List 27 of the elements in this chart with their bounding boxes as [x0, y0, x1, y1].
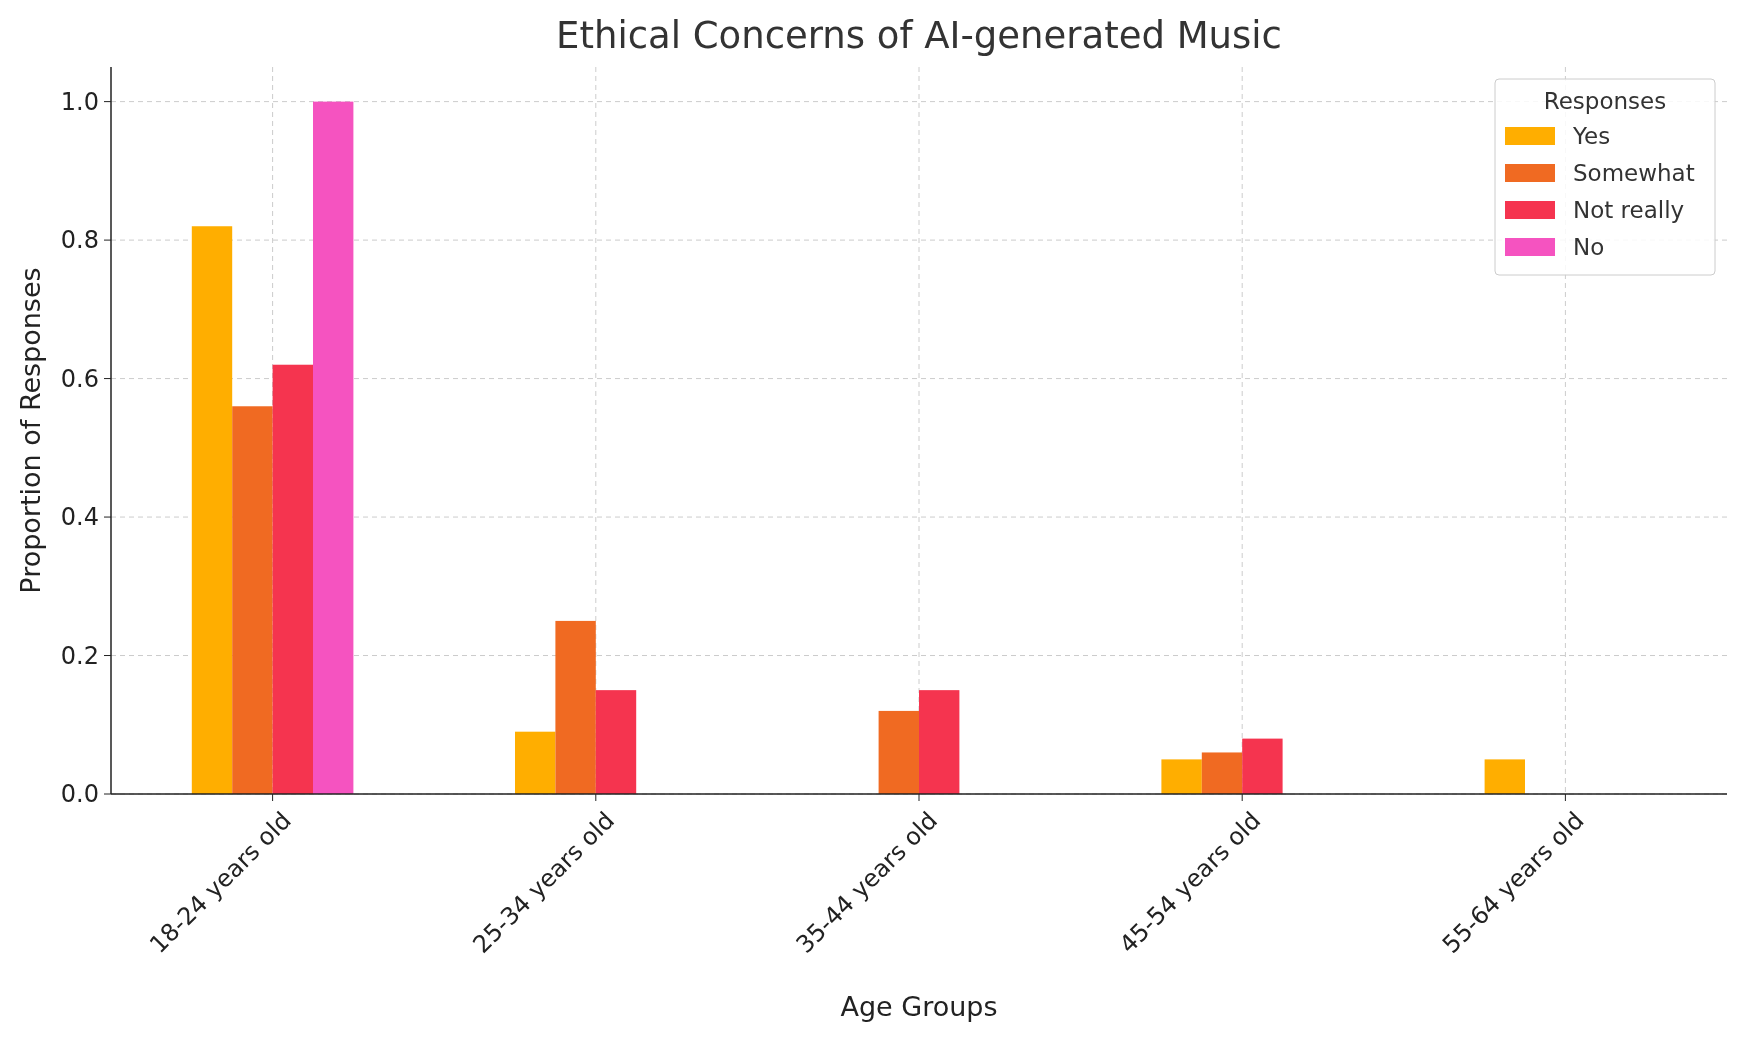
bar [515, 731, 556, 794]
y-axis-title: Proportion of Responses [15, 267, 46, 594]
y-tick-label: 1.0 [60, 88, 99, 117]
bar [919, 690, 960, 794]
bar [232, 406, 273, 794]
legend-label: No [1573, 234, 1605, 261]
y-tick-label: 0.2 [60, 641, 99, 670]
y-tick-label: 0.6 [60, 364, 99, 393]
legend-label: Yes [1572, 123, 1611, 150]
bar [1484, 759, 1525, 794]
bar [555, 620, 596, 794]
bar [1242, 738, 1283, 794]
bar [272, 364, 313, 794]
bar [878, 710, 919, 794]
y-tick-label: 0.4 [60, 503, 99, 532]
y-tick-label: 0.8 [60, 226, 99, 255]
legend-title: Responses [1543, 88, 1667, 114]
bar [595, 690, 637, 794]
bar [1201, 752, 1243, 794]
y-tick-label: 0.0 [60, 780, 99, 809]
legend-label: Not really [1573, 197, 1685, 224]
chart-title: Ethical Concerns of AI-generated Music [556, 14, 1282, 57]
bar [1161, 759, 1202, 794]
legend-label: Somewhat [1573, 160, 1695, 187]
x-axis-title: Age Groups [840, 991, 998, 1022]
bar [191, 226, 233, 794]
bar [313, 101, 354, 794]
